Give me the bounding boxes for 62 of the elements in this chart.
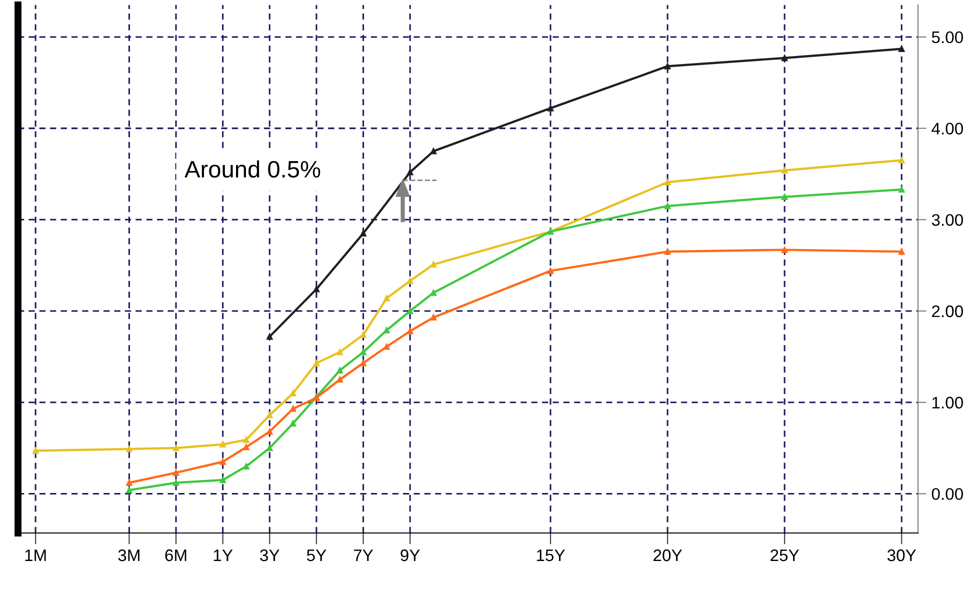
point: [547, 268, 554, 274]
y-tick-label: 3.00: [932, 214, 963, 226]
point: [781, 167, 788, 174]
point: [243, 463, 250, 470]
point: [336, 367, 343, 374]
x-tick-label: 5Y: [306, 550, 326, 562]
y-tick-label: 0.00: [932, 488, 963, 500]
point: [547, 105, 554, 112]
y-tick-label: 1.00: [932, 396, 963, 409]
x-tick-label: 1Y: [214, 550, 233, 562]
x-tick-label: 15Y: [536, 550, 565, 562]
x-tick-label: 3Y: [260, 549, 280, 562]
point: [266, 444, 273, 452]
point: [406, 328, 414, 334]
point: [266, 333, 273, 340]
point: [898, 248, 905, 255]
x-tick-label: 7Y: [354, 550, 374, 562]
point: [781, 54, 788, 62]
point: [313, 360, 320, 366]
point: [406, 308, 414, 314]
x-tick-label: 6M: [165, 549, 186, 562]
x-tick-label: 9Y: [400, 549, 420, 562]
x-tick-label: 3M: [118, 549, 140, 562]
point: [266, 428, 273, 435]
point: [898, 46, 905, 52]
point: [32, 448, 39, 454]
point: [172, 470, 180, 476]
point: [664, 248, 671, 255]
point: [664, 179, 671, 186]
point: [290, 390, 296, 396]
point: [430, 261, 437, 268]
point: [220, 441, 226, 448]
point: [290, 406, 296, 412]
x-tick-label: 1M: [25, 550, 46, 562]
point: [406, 278, 414, 284]
point: [898, 186, 905, 193]
point: [172, 480, 180, 486]
point: [664, 63, 671, 70]
x-tick-label: 20Y: [654, 549, 682, 562]
point: [290, 420, 296, 427]
point: [430, 290, 437, 296]
x-tick-label: 25Y: [770, 549, 800, 562]
y-tick-label: 4.00: [932, 122, 963, 135]
point: [781, 194, 788, 200]
point: [430, 314, 437, 321]
point: [360, 360, 366, 366]
point: [126, 446, 132, 452]
point: [126, 486, 132, 494]
x-tick-label: 30Y: [887, 549, 916, 562]
point: [313, 286, 320, 292]
point: [664, 202, 671, 210]
point: [406, 169, 414, 176]
point: [898, 157, 905, 164]
point: [336, 376, 343, 383]
point: [220, 476, 226, 484]
point: [360, 230, 366, 236]
annotation: Around 0.5%: [184, 160, 320, 178]
point: [172, 444, 180, 452]
y-tick-label: 2.00: [932, 305, 963, 318]
y-tick-label: 5.00: [932, 31, 963, 44]
point: [781, 246, 788, 253]
point: [430, 148, 437, 154]
